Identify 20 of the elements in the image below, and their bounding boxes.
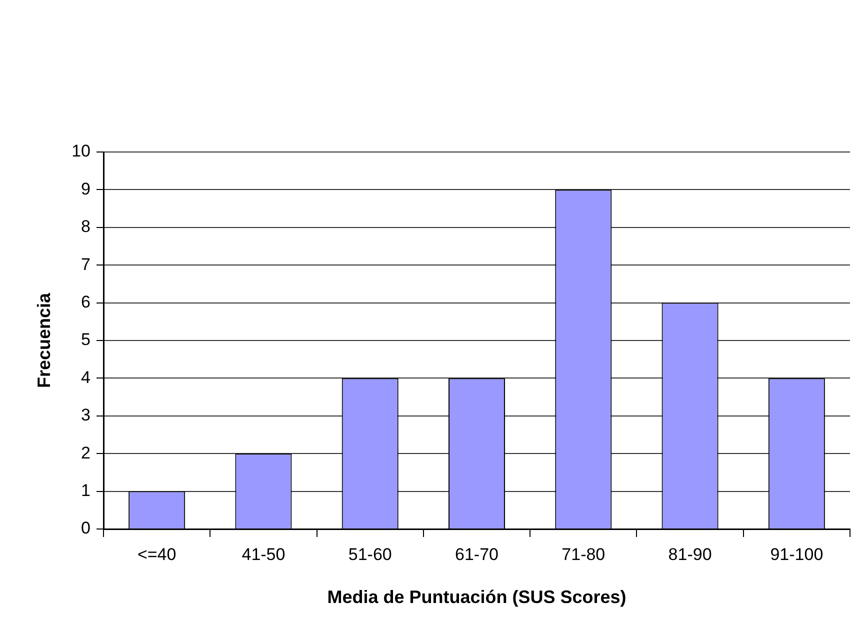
y-tick-label: 8	[81, 217, 91, 236]
x-tick-label: 41-50	[242, 544, 286, 564]
y-tick-label: 9	[81, 179, 91, 198]
x-tick-label: 61-70	[455, 544, 498, 564]
x-tick-label: 51-60	[348, 544, 392, 564]
y-axis-title: Frecuencia	[34, 292, 54, 388]
y-tick-label: 5	[81, 330, 91, 350]
x-tick-label: 91-100	[770, 544, 824, 564]
y-tick-label: 1	[81, 480, 91, 500]
y-tick-label: 4	[81, 368, 91, 387]
x-axis-title: Media de Puntuación (SUS Scores)	[327, 587, 626, 608]
y-tick-label: 3	[81, 406, 91, 425]
y-tick-label: 7	[81, 254, 91, 274]
x-tick-label: 81-90	[668, 544, 712, 564]
y-tick-label: 10	[72, 142, 91, 161]
y-tick-label: 6	[81, 292, 91, 312]
y-tick-label: 2	[81, 443, 91, 462]
x-tick-label: <=40	[137, 544, 176, 564]
y-tick-label: 0	[81, 518, 91, 538]
x-tick-label: 71-80	[562, 544, 606, 564]
